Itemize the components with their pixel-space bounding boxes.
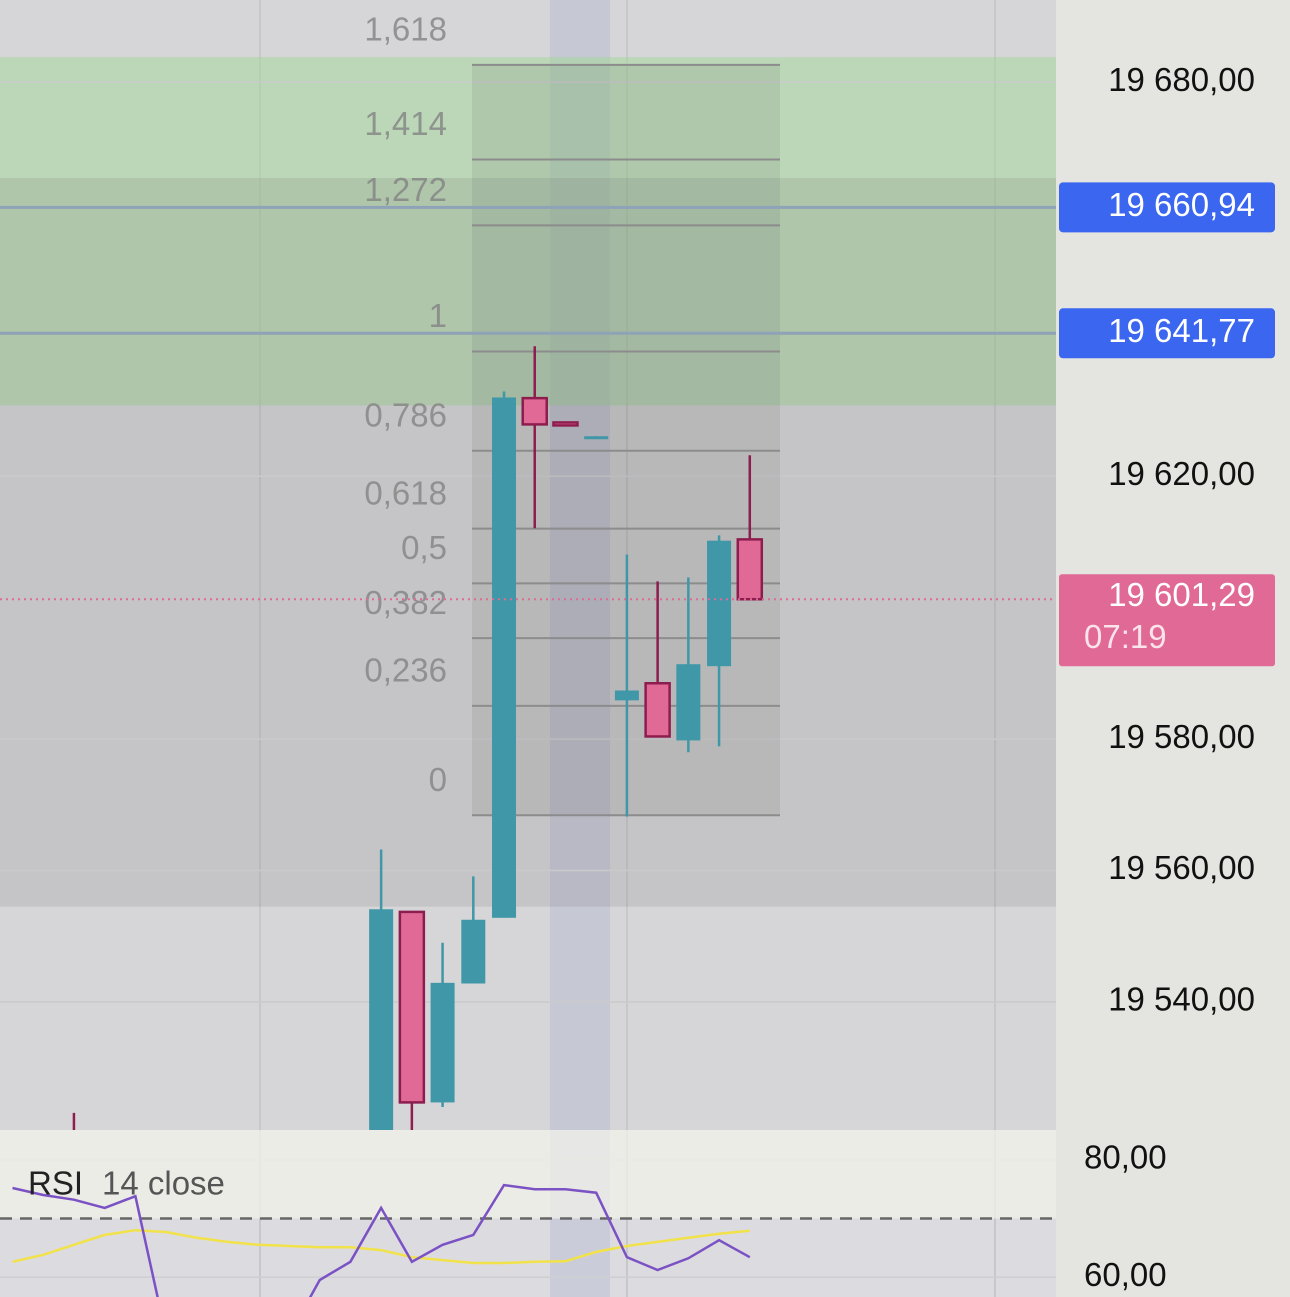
candle-body (521, 396, 548, 426)
candle-body (644, 682, 671, 738)
rsi-ma-line (12, 1228, 750, 1265)
countdown: 07:19 (1084, 618, 1167, 655)
candle-body (369, 909, 394, 1130)
y-tick-label: 19 620,00 (1108, 455, 1255, 492)
candle-body (736, 538, 764, 601)
fib-label: 0 (429, 761, 447, 798)
candle-body (584, 436, 609, 440)
fib-label: 0,618 (364, 474, 447, 511)
fib-label: 0,786 (364, 396, 447, 433)
fib-label: 1 (429, 297, 447, 334)
rsi-header (0, 1130, 1056, 1219)
price-badge-label: 19 660,94 (1108, 186, 1255, 223)
rsi-line (12, 1183, 751, 1297)
fib-label: 1,414 (364, 105, 447, 142)
candle-body (552, 421, 579, 427)
main-layer: 1,618 1,414 1,272 1 0,786 0,618 0,5 0,382 0,236 0 (0, 11, 1056, 1130)
price-badge (1059, 182, 1275, 233)
rsi-tick-label: 80,00 (1084, 1139, 1167, 1176)
price-badge-label: 19 641,77 (1108, 312, 1255, 349)
fib-label: 0,382 (364, 584, 447, 621)
last-price-label: 19 601,29 (1108, 576, 1255, 613)
y-tick-label: 19 560,00 (1108, 849, 1255, 886)
candle-body (398, 910, 426, 1104)
candle-body (492, 397, 517, 918)
axis-layer: 19 680,00 19 620,00 19 580,00 19 560,00 19 5… (28, 61, 1275, 1293)
fib-label: 0,236 (364, 652, 447, 689)
zone (0, 57, 1056, 406)
zone (0, 178, 1056, 907)
y-tick-label: 19 540,00 (1108, 981, 1255, 1018)
fib-label: 1,272 (364, 171, 447, 208)
y-tick-label: 19 580,00 (1108, 718, 1255, 755)
rsi-layer (0, 1130, 1056, 1297)
rsi-params: 14 close (102, 1165, 225, 1202)
candle-body (676, 664, 701, 741)
rsi-title: RSI (28, 1165, 83, 1202)
candle-body (430, 982, 455, 1103)
fib-label: 0,5 (401, 529, 447, 566)
y-tick-label: 19 680,00 (1108, 61, 1255, 98)
candle-body (461, 919, 486, 984)
rsi-tick-label: 60,00 (1084, 1256, 1167, 1293)
candle-body (707, 540, 732, 667)
fib-label: 1,618 (364, 11, 447, 48)
candle-body (614, 690, 639, 701)
price-badge (1059, 308, 1275, 359)
last-price-badge (1059, 574, 1275, 667)
